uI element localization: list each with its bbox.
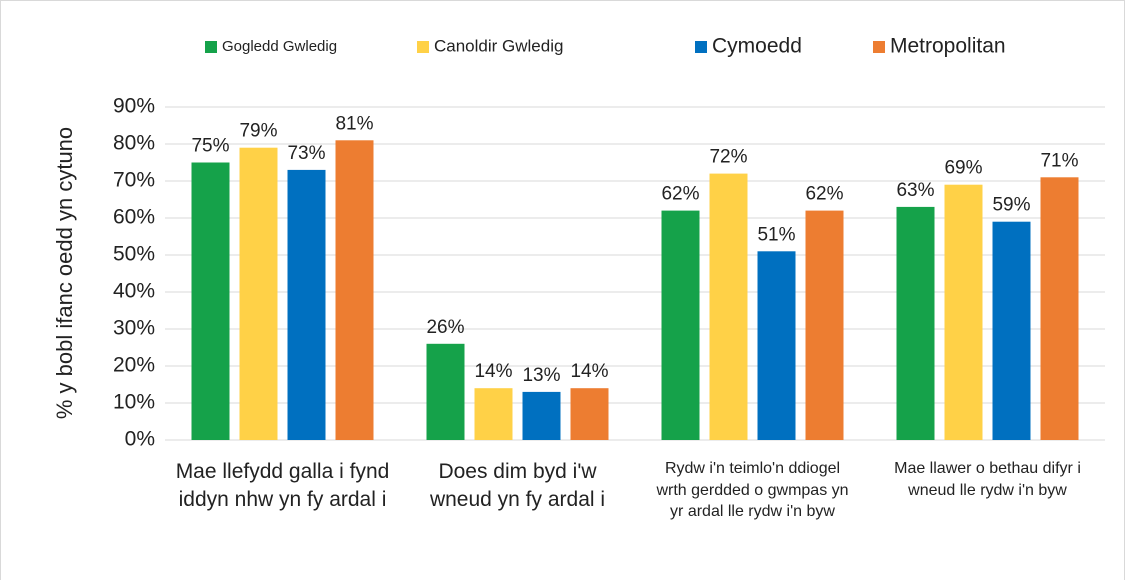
bar [426,343,465,440]
bar [944,184,983,440]
legend-label: Canoldir Gwledig [434,36,563,55]
data-label: 79% [239,121,277,142]
bar [896,206,935,440]
data-label: 63% [896,180,934,201]
data-label: 26% [426,317,464,338]
legend-label: Metropolitan [890,35,1006,58]
legend-label: Cymoedd [712,35,802,58]
x-tick-label: Does dim byd i'w wneud yn fy ardal i [429,460,606,512]
x-tick-label: Mae llefydd galla i fynd iddyn nhw yn fy… [175,460,390,512]
data-label: 75% [191,136,229,157]
y-tick-label: 20% [113,354,155,377]
y-tick-label: 70% [113,169,155,192]
data-label: 62% [805,184,843,205]
data-label: 72% [709,147,747,168]
legend-swatch [205,41,217,53]
bar [709,173,748,440]
data-label: 81% [335,113,373,134]
data-label: 13% [522,365,560,386]
legend-swatch [417,41,429,53]
legend-label: Gogledd Gwledig [222,38,337,55]
data-label: 73% [287,143,325,164]
bar [522,391,561,440]
data-label: 62% [661,184,699,205]
bar [570,388,609,440]
data-label: 14% [474,361,512,382]
legend-swatch [873,41,885,53]
data-label: 51% [757,224,795,245]
y-tick-label: 90% [113,95,155,118]
y-tick-label: 30% [113,317,155,340]
y-tick-label: 40% [113,280,155,303]
y-tick-label: 80% [113,132,155,155]
data-label: 69% [944,158,982,179]
y-tick-label: 50% [113,243,155,266]
bar [287,169,326,440]
data-label: 59% [992,195,1030,216]
y-axis-label: % y bobl ifanc oedd yn cytuno [52,127,77,419]
data-label: 14% [570,361,608,382]
y-tick-label: 10% [113,391,155,414]
bar [992,221,1031,440]
y-tick-label: 60% [113,206,155,229]
x-tick-label: Rydw i'n teimlo'n ddiogel wrth gerdded o… [656,460,849,521]
data-label: 71% [1040,150,1078,171]
x-tick-label: Mae llawer o bethau difyr i wneud lle ry… [894,460,1081,499]
bar [335,140,374,441]
y-tick-label: 0% [125,428,155,451]
bar [191,162,230,440]
legend-swatch [695,41,707,53]
bar [474,388,513,440]
bar [805,210,844,440]
bar [239,147,278,440]
bar [1040,177,1079,441]
bar [757,251,796,440]
bar [661,210,700,440]
